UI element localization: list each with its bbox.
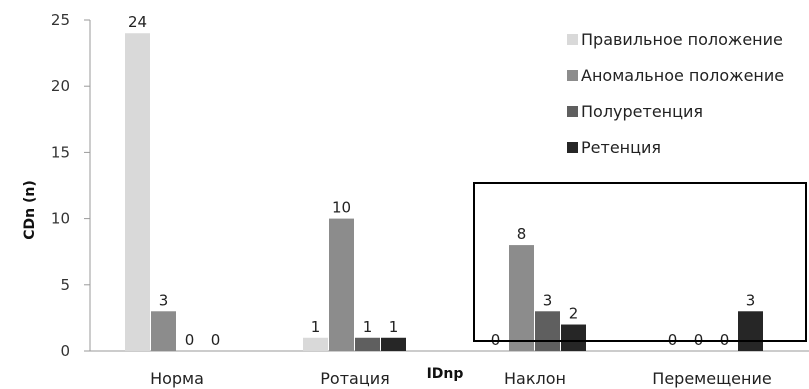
legend-label: Правильное положение (581, 30, 783, 49)
bar (738, 311, 763, 351)
category-label: Ротация (320, 369, 389, 388)
bar (509, 245, 534, 351)
bar (303, 337, 328, 351)
y-tick-label: 5 (60, 276, 70, 294)
bar (381, 337, 406, 351)
y-tick-label: 25 (51, 11, 70, 29)
legend-swatch (567, 142, 578, 153)
data-label: 1 (389, 318, 399, 336)
bar (151, 311, 176, 351)
x-axis-title: IDnp (427, 366, 464, 382)
category-label: Наклон (504, 369, 566, 388)
data-label: 0 (211, 331, 221, 349)
bar (355, 337, 380, 351)
legend: Правильное положение Аномальное положение… (567, 30, 784, 157)
data-label: 0 (185, 331, 195, 349)
data-label: 3 (543, 291, 553, 309)
legend-label: Полуретенция (581, 102, 703, 121)
data-label: 3 (159, 291, 169, 309)
bar (329, 218, 354, 351)
y-axis-title: CDn (n) (22, 180, 38, 240)
data-label: 1 (311, 318, 321, 336)
data-label: 3 (746, 291, 756, 309)
bar (561, 324, 586, 351)
y-ticks: 0 5 10 15 20 25 (51, 11, 90, 360)
legend-label: Ретенция (581, 138, 661, 157)
legend-swatch (567, 34, 578, 45)
category-label: Перемещение (652, 369, 771, 388)
data-label: 1 (363, 318, 373, 336)
legend-swatch (567, 106, 578, 117)
bar (125, 33, 150, 352)
legend-swatch (567, 70, 578, 81)
highlight-box (473, 182, 807, 342)
y-tick-label: 10 (51, 210, 70, 228)
y-tick-label: 15 (51, 143, 70, 161)
data-label: 24 (128, 13, 147, 31)
y-tick-label: 0 (60, 342, 70, 360)
data-label: 10 (332, 199, 351, 217)
category-label: Норма (150, 369, 204, 388)
bar (535, 311, 560, 351)
category-labels: Норма Ротация Наклон Перемещение (150, 369, 772, 388)
legend-label: Аномальное положение (581, 66, 784, 85)
data-label: 2 (569, 305, 579, 323)
y-tick-label: 20 (51, 77, 70, 95)
data-label: 8 (517, 225, 527, 243)
